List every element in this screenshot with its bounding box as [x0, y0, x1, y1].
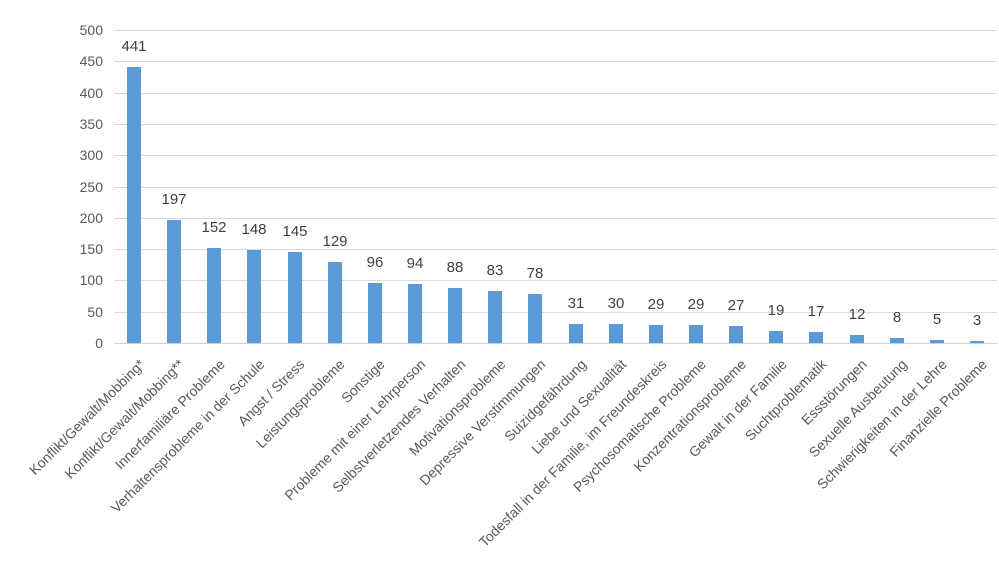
- gridline: [114, 124, 997, 125]
- y-tick-label: 50: [87, 304, 103, 320]
- bar: [488, 291, 502, 343]
- bar-value-label: 83: [486, 262, 504, 279]
- gridline: [114, 155, 997, 156]
- bar: [649, 325, 663, 343]
- bar: [729, 326, 743, 343]
- bar-value-label: 19: [767, 302, 785, 319]
- bar-value-label: 94: [406, 255, 424, 272]
- y-tick-label: 450: [79, 53, 103, 69]
- bar: [809, 332, 823, 343]
- y-tick-label: 150: [79, 241, 103, 257]
- y-tick-label: 0: [95, 335, 103, 351]
- bar: [569, 324, 583, 343]
- bar-value-label: 8: [892, 309, 902, 326]
- bar-value-label: 78: [526, 265, 544, 282]
- x-axis-line: [114, 343, 997, 344]
- bar: [528, 294, 542, 343]
- bar: [207, 248, 221, 343]
- bar-value-label: 148: [241, 221, 267, 238]
- bar: [689, 325, 703, 343]
- gridline: [114, 30, 997, 31]
- bar-value-label: 441: [121, 38, 147, 55]
- y-tick-label: 100: [79, 272, 103, 288]
- y-tick-label: 300: [79, 147, 103, 163]
- bar-value-label: 88: [446, 259, 464, 276]
- y-tick-label: 350: [79, 116, 103, 132]
- bar: [328, 262, 342, 343]
- bar: [247, 250, 261, 343]
- y-tick-label: 500: [79, 22, 103, 38]
- bar-value-label: 12: [848, 306, 866, 323]
- bar: [127, 67, 141, 343]
- gridline: [114, 312, 997, 313]
- gridline: [114, 249, 997, 250]
- bar-value-label: 3: [972, 312, 982, 329]
- bar: [448, 288, 462, 343]
- bar: [368, 283, 382, 343]
- bar-value-label: 31: [567, 295, 585, 312]
- bar: [769, 331, 783, 343]
- bar-value-label: 30: [607, 295, 625, 312]
- gridline: [114, 280, 997, 281]
- bar: [167, 220, 181, 343]
- bar: [609, 324, 623, 343]
- y-tick-label: 250: [79, 179, 103, 195]
- bar-value-label: 17: [807, 303, 825, 320]
- bar-value-label: 5: [932, 311, 942, 328]
- bar: [850, 335, 864, 343]
- bar-value-label: 129: [322, 233, 348, 250]
- bar-value-label: 29: [647, 296, 665, 313]
- bar: [288, 252, 302, 343]
- y-tick-label: 200: [79, 210, 103, 226]
- bar-value-label: 27: [727, 297, 745, 314]
- bar-value-label: 29: [687, 296, 705, 313]
- y-tick-label: 400: [79, 85, 103, 101]
- bar-value-label: 145: [282, 223, 308, 240]
- bar-value-label: 197: [161, 191, 187, 208]
- bar: [970, 341, 984, 343]
- bar-value-label: 152: [201, 219, 227, 236]
- gridline: [114, 93, 997, 94]
- gridline: [114, 218, 997, 219]
- gridline: [114, 61, 997, 62]
- gridline: [114, 187, 997, 188]
- bar: [930, 340, 944, 343]
- bar: [890, 338, 904, 343]
- bar-value-label: 96: [366, 254, 384, 271]
- bar: [408, 284, 422, 343]
